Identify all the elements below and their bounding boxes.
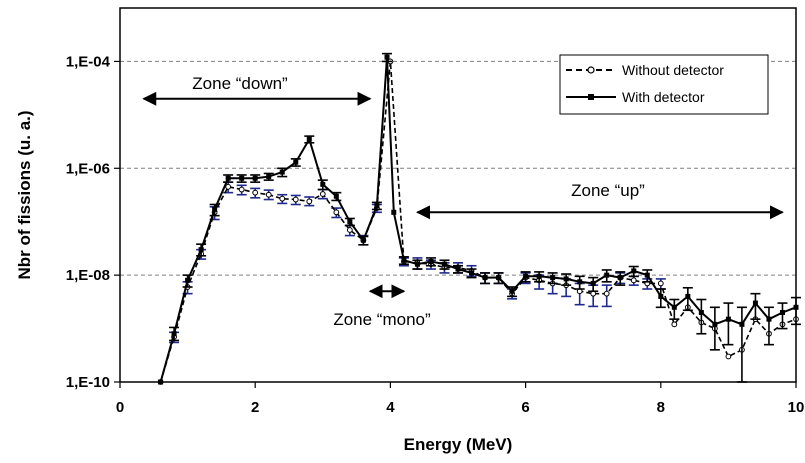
legend-label-without-detector: Without detector [622,62,724,78]
data-point-with-detector [225,175,231,181]
data-point-without-detector [630,277,637,284]
data-point-with-detector [685,293,691,299]
data-point-with-detector [496,275,502,281]
y-tick-label: 1,E-04 [66,53,111,70]
annotations: Zone “down” Zone “up” Zone “mono” [142,74,784,329]
y-axis-title: Nbr of fissions (u. a.) [15,110,34,279]
data-point-without-detector [725,353,732,360]
data-point-with-detector [293,159,299,165]
data-point-with-detector [374,203,380,209]
x-axis-title: Energy (MeV) [404,435,513,454]
series-layer [157,52,801,385]
data-point-with-detector [658,293,664,299]
data-point-with-detector [590,280,596,286]
x-tick-label: 10 [788,399,805,416]
data-point-without-detector [238,186,245,193]
x-tick-label: 0 [116,399,124,416]
data-point-with-detector [279,169,285,175]
data-point-with-detector [712,321,718,327]
data-point-with-detector [347,219,353,225]
data-point-with-detector [198,247,204,253]
x-tick-label: 8 [657,399,665,416]
data-point-without-detector [603,290,610,297]
data-point-with-detector [766,316,772,322]
data-point-with-detector [617,275,623,281]
data-point-with-detector [252,175,258,181]
data-point-with-detector [266,174,272,180]
data-point-without-detector [671,321,678,328]
x-tick-label: 2 [251,399,259,416]
data-point-without-detector [292,196,299,203]
data-point-with-detector [550,275,556,281]
y-tick-label: 1,E-08 [66,267,110,284]
data-point-with-detector [320,181,326,187]
data-point-with-detector [171,331,177,337]
data-point-with-detector [644,272,650,278]
data-point-with-detector [306,136,312,142]
axis-ticks: 1,E-10 1,E-08 1,E-06 1,E-04 0 2 4 6 8 10 [66,53,805,416]
plot-area [119,7,797,383]
data-point-with-detector [577,279,583,285]
legend-marker-with-detector [588,94,594,100]
data-point-with-detector [563,276,569,282]
data-point-with-detector [698,309,704,315]
zone-label: Zone “mono” [333,310,431,329]
data-point-with-detector [428,259,434,265]
legend-box [559,54,769,115]
data-point-with-detector [725,316,731,322]
data-point-with-detector [239,175,245,181]
data-point-without-detector [306,198,313,205]
data-point-with-detector [384,54,390,60]
data-point-with-detector [523,273,529,279]
data-point-with-detector [212,206,218,212]
data-point-with-detector [671,304,677,310]
data-point-with-detector [509,288,515,294]
zone-label: Zone “up” [571,181,645,200]
data-point-with-detector [360,237,366,243]
data-point-with-detector [631,268,637,274]
data-point-without-detector [657,280,664,287]
data-point-without-detector [225,183,232,190]
data-point-with-detector [401,257,407,263]
data-point-with-detector [469,270,475,276]
legend-label-with-detector: With detector [622,89,705,105]
data-point-with-detector [455,266,461,272]
data-point-with-detector [414,261,420,267]
y-tick-label: 1,E-10 [66,374,110,391]
data-point-with-detector [536,273,542,279]
data-point-with-detector [752,300,758,306]
data-point-without-detector [333,209,340,216]
data-point-with-detector [739,321,745,327]
data-point-without-detector [279,195,286,202]
data-point-with-detector [158,379,164,385]
data-point-with-detector [604,272,610,278]
data-point-with-detector [793,304,799,310]
y-tick-label: 1,E-06 [66,160,110,177]
x-tick-label: 4 [386,399,395,416]
x-tick-label: 6 [521,399,529,416]
data-point-without-detector [346,227,353,233]
data-point-with-detector [333,193,339,199]
data-point-with-detector [185,277,191,283]
data-point-with-detector [391,209,397,215]
legend-marker-without-detector [587,66,595,74]
data-point-with-detector [779,309,785,315]
data-point-with-detector [482,275,488,281]
zone-label: Zone “down” [192,74,288,93]
data-point-without-detector [319,191,326,197]
legend: Without detector With detector [559,54,769,115]
data-point-without-detector [252,189,259,196]
data-point-with-detector [441,261,447,267]
data-point-without-detector [265,191,272,198]
